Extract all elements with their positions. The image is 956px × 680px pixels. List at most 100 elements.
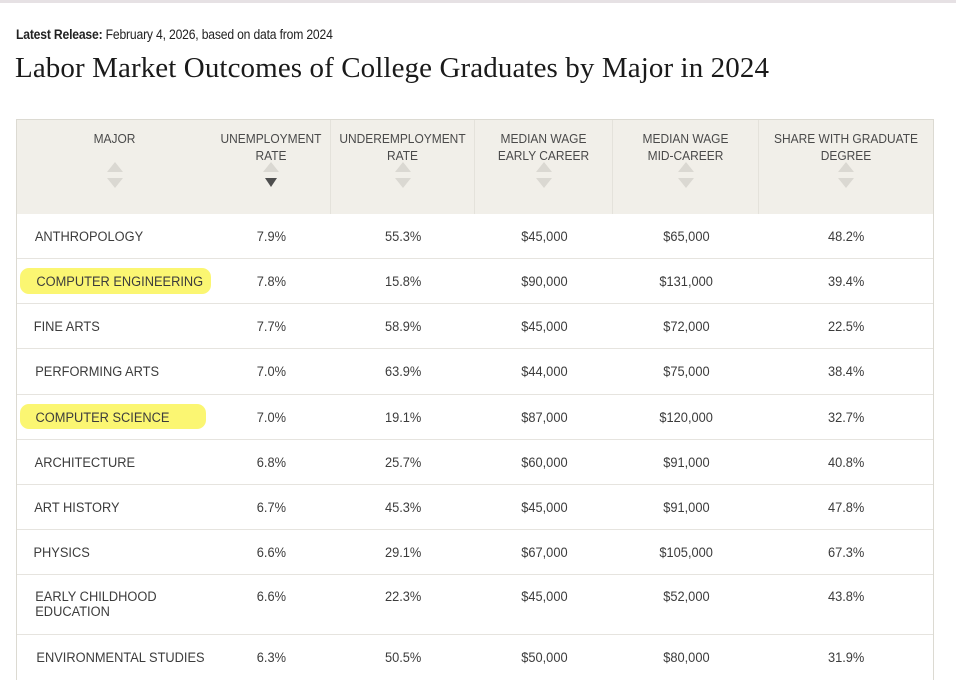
cell-share-with-graduate-degree: 39.4%: [827, 274, 865, 289]
sort-arrows[interactable]: [262, 162, 280, 187]
table-row: EARLY CHILDHOOD EDUCATION 6.6% 22.3% $45,00…: [17, 575, 933, 635]
column-header-unemployment-rate[interactable]: UNEMPLOYMENT RATE: [212, 120, 331, 214]
column-header-label: DEGREE: [820, 148, 872, 163]
column-header-label: MEDIAN WAGE: [642, 131, 729, 146]
release-line: Latest Release: February 4, 2026, based …: [16, 27, 333, 42]
top-divider: [0, 0, 956, 3]
cell-median-wage-early-career: $60,000: [520, 455, 568, 470]
sort-descending-icon[interactable]: [677, 178, 694, 188]
cell-share-with-graduate-degree: 22.5%: [827, 319, 865, 334]
highlighter-mark: [20, 404, 206, 429]
table-row: FINE ARTS 7.7% 58.9% $45,000 $72,000 22.5%: [17, 304, 933, 349]
column-header-major[interactable]: MAJOR: [17, 120, 212, 214]
cell-major: COMPUTER ENGINEERING: [36, 274, 204, 289]
cell-unemployment-rate: 7.9%: [256, 229, 287, 244]
sort-descending-icon[interactable]: [265, 178, 277, 187]
column-header-underemployment-rate[interactable]: UNDEREMPLOYMENT RATE: [331, 120, 475, 214]
cell-underemployment-rate: 45.3%: [384, 500, 422, 515]
cell-major: PERFORMING ARTS: [35, 364, 160, 379]
column-header-median-wage-early-career[interactable]: MEDIAN WAGE EARLY CAREER: [475, 120, 613, 214]
cell-median-wage-mid-career: $75,000: [662, 364, 710, 379]
cell-median-wage-mid-career: $120,000: [659, 410, 713, 425]
cell-unemployment-rate: 7.0%: [256, 364, 287, 379]
sort-arrows[interactable]: [106, 162, 124, 188]
column-header-label: MID-CAREER: [647, 148, 724, 163]
cell-share-with-graduate-degree: 31.9%: [827, 650, 865, 665]
sort-arrows[interactable]: [535, 162, 553, 188]
cell-median-wage-mid-career: $80,000: [662, 650, 710, 665]
cell-median-wage-early-career: $45,000: [520, 319, 568, 334]
sort-descending-icon[interactable]: [535, 178, 552, 188]
cell-median-wage-early-career: $67,000: [520, 545, 568, 560]
table-row: COMPUTER ENGINEERING 7.8% 15.8% $90,000 $131…: [17, 259, 933, 304]
cell-median-wage-early-career: $45,000: [520, 589, 568, 604]
cell-unemployment-rate: 6.8%: [256, 455, 287, 470]
sort-ascending-icon[interactable]: [838, 162, 854, 172]
cell-underemployment-rate: 25.7%: [384, 455, 422, 470]
column-header-label: RATE: [386, 148, 419, 163]
table-row: COMPUTER SCIENCE 7.0% 19.1% $87,000 $120,000…: [17, 395, 933, 440]
cell-underemployment-rate: 50.5%: [384, 650, 422, 665]
table-row: PERFORMING ARTS 7.0% 63.9% $44,000 $75,000 38…: [17, 349, 933, 395]
cell-median-wage-early-career: $50,000: [520, 650, 568, 665]
cell-median-wage-early-career: $90,000: [520, 274, 568, 289]
table-row: PHYSICS 6.6% 29.1% $67,000 $105,000 67.3%: [17, 530, 933, 575]
cell-median-wage-mid-career: $91,000: [662, 455, 710, 470]
sort-arrows[interactable]: [837, 162, 855, 188]
cell-major: ENVIRONMENTAL STUDIES: [36, 650, 205, 665]
sort-ascending-icon[interactable]: [535, 162, 552, 172]
column-header-label: MEDIAN WAGE: [500, 131, 587, 146]
cell-median-wage-mid-career: $131,000: [659, 274, 713, 289]
cell-underemployment-rate: 15.8%: [384, 274, 422, 289]
cell-median-wage-mid-career: $105,000: [659, 545, 713, 560]
cell-major: ART HISTORY: [34, 500, 120, 515]
column-header-label: UNDEREMPLOYMENT: [339, 131, 466, 146]
sort-arrows[interactable]: [677, 162, 695, 188]
outcomes-table: MAJOR UNEMPLOYMENT RATE UNDEREMPLOYMENT RATE…: [16, 119, 934, 680]
sort-ascending-icon[interactable]: [677, 162, 694, 172]
cell-median-wage-mid-career: $91,000: [662, 500, 710, 515]
cell-unemployment-rate: 7.7%: [256, 319, 287, 334]
sort-ascending-icon[interactable]: [106, 162, 123, 172]
cell-share-with-graduate-degree: 32.7%: [827, 410, 865, 425]
sort-descending-icon[interactable]: [838, 178, 854, 188]
column-header-label: EARLY CAREER: [497, 148, 590, 163]
sort-ascending-icon[interactable]: [394, 162, 411, 172]
cell-share-with-graduate-degree: 67.3%: [827, 545, 865, 560]
cell-underemployment-rate: 29.1%: [384, 545, 422, 560]
cell-median-wage-early-career: $45,000: [520, 229, 568, 244]
page-title: Labor Market Outcomes of College Graduat…: [15, 52, 770, 84]
cell-share-with-graduate-degree: 47.8%: [827, 500, 865, 515]
cell-major: ARCHITECTURE: [34, 455, 136, 470]
cell-underemployment-rate: 22.3%: [384, 589, 422, 604]
highlighter-mark: [20, 268, 211, 294]
column-header-share-with-graduate-degree[interactable]: SHARE WITH GRADUATE DEGREE: [759, 120, 933, 214]
cell-major: COMPUTER SCIENCE: [35, 410, 170, 425]
cell-median-wage-mid-career: $72,000: [662, 319, 710, 334]
cell-unemployment-rate: 6.6%: [256, 545, 287, 560]
cell-major: FINE ARTS: [33, 319, 100, 334]
column-header-label: UNEMPLOYMENT: [220, 131, 322, 146]
cell-underemployment-rate: 55.3%: [384, 229, 422, 244]
table-row: ANTHROPOLOGY 7.9% 55.3% $45,000 $65,000 48.2%: [17, 214, 933, 259]
sort-ascending-icon[interactable]: [263, 162, 279, 172]
cell-major: ANTHROPOLOGY: [34, 229, 144, 244]
release-text: February 4, 2026, based on data from 202…: [102, 27, 333, 42]
cell-median-wage-early-career: $87,000: [520, 410, 568, 425]
cell-unemployment-rate: 6.3%: [256, 650, 287, 665]
cell-unemployment-rate: 7.8%: [256, 274, 287, 289]
cell-median-wage-mid-career: $65,000: [662, 229, 710, 244]
cell-unemployment-rate: 7.0%: [256, 410, 287, 425]
cell-major: PHYSICS: [33, 545, 90, 560]
column-header-median-wage-mid-career[interactable]: MEDIAN WAGE MID-CAREER: [613, 120, 759, 214]
column-header-label: SHARE WITH GRADUATE: [774, 131, 918, 146]
sort-descending-icon[interactable]: [106, 178, 123, 188]
sort-descending-icon[interactable]: [394, 178, 411, 188]
cell-major: EARLY CHILDHOOD EDUCATION: [35, 589, 157, 619]
sort-arrows[interactable]: [394, 162, 412, 188]
cell-underemployment-rate: 58.9%: [384, 319, 422, 334]
cell-share-with-graduate-degree: 43.8%: [827, 589, 865, 604]
cell-underemployment-rate: 19.1%: [384, 410, 422, 425]
release-label: Latest Release:: [16, 27, 103, 42]
cell-share-with-graduate-degree: 48.2%: [827, 229, 865, 244]
